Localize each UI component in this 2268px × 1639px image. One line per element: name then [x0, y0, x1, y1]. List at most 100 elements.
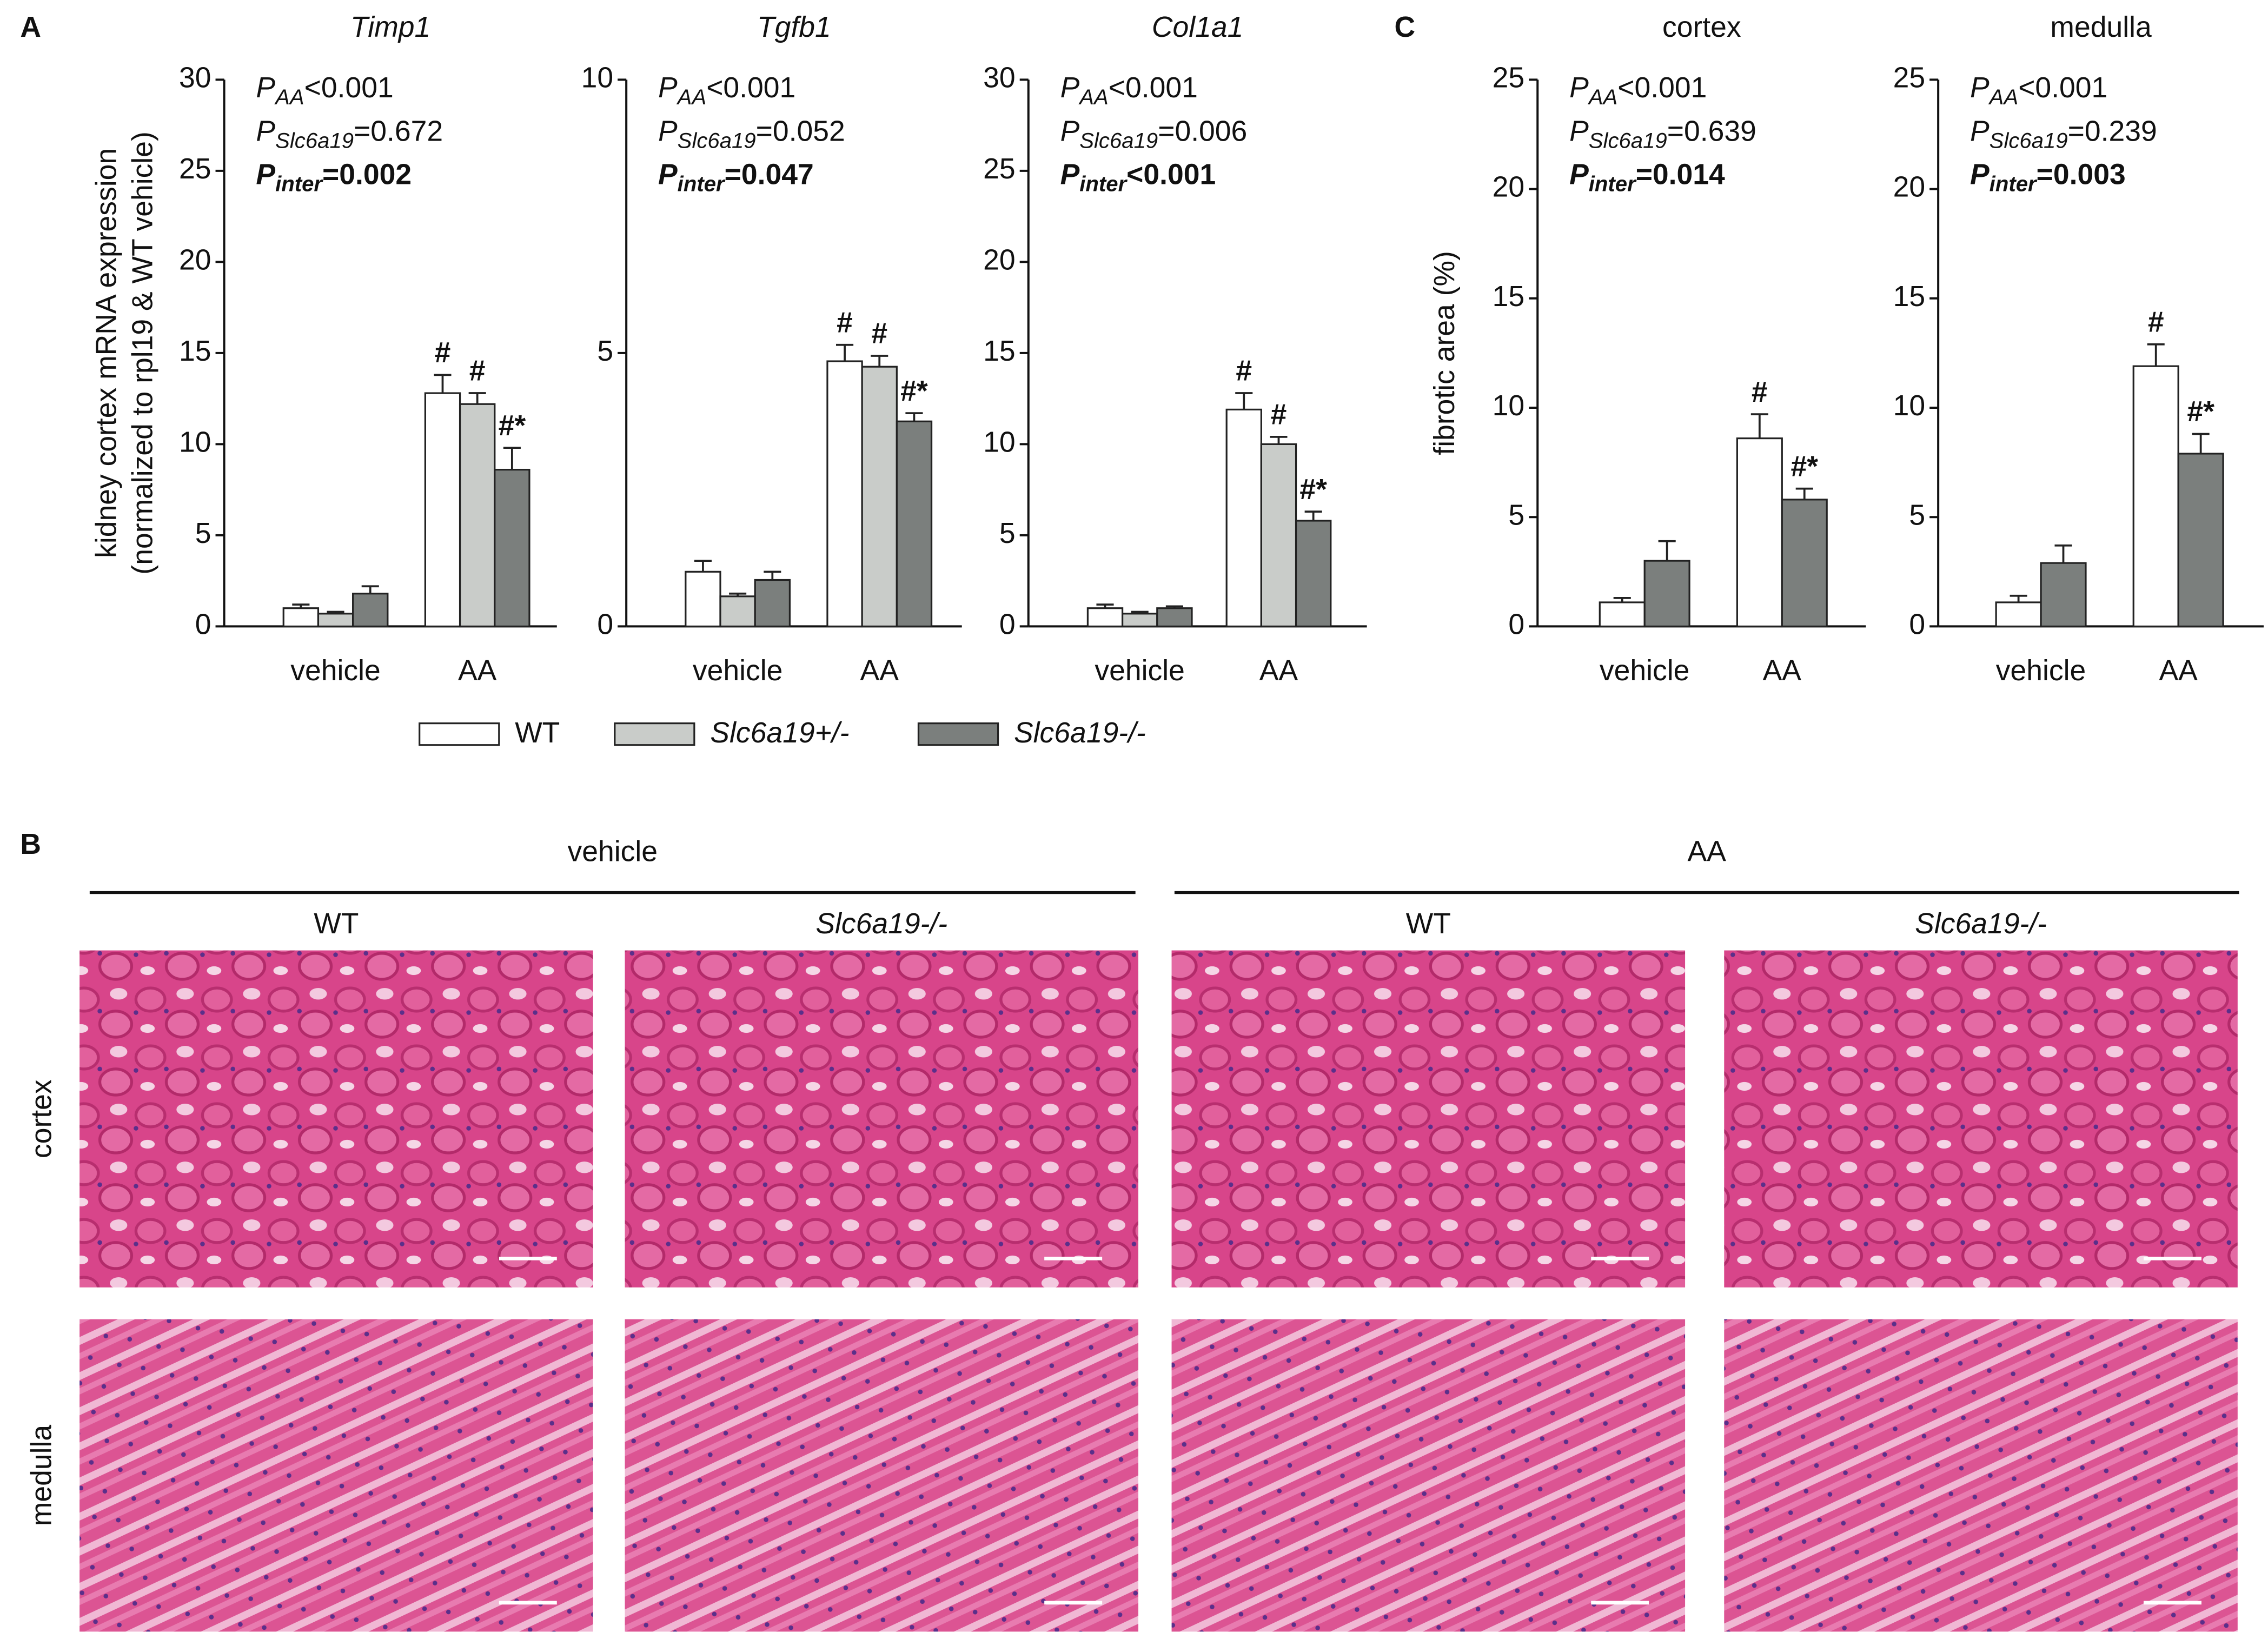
y-tick-label: 25 — [983, 153, 1016, 185]
error-bar — [764, 570, 781, 580]
stat-symbol: P — [658, 159, 678, 191]
legend-label: Slc6a19+/- — [710, 717, 849, 749]
stat-annotation: PAA<0.001 — [1060, 72, 1198, 109]
bar — [282, 607, 320, 628]
error-bar — [1658, 540, 1676, 561]
stat-subscript: inter — [1589, 171, 1637, 196]
significance-marker: # — [1752, 376, 1768, 408]
bar — [754, 579, 791, 628]
significance-marker: #* — [1299, 474, 1327, 506]
error-bar — [2054, 544, 2072, 563]
stat-annotation: PAA<0.001 — [1970, 72, 2107, 109]
chart-title: Tgfb1 — [757, 11, 831, 43]
y-tick-label: 0 — [1508, 609, 1524, 641]
y-tick-label: 10 — [983, 427, 1016, 459]
stat-annotation: PSlc6a19=0.239 — [1970, 115, 2157, 152]
error-bar — [836, 343, 854, 362]
panel-label: C — [1394, 11, 1415, 43]
bar — [2040, 562, 2087, 628]
row-label: cortex — [25, 1079, 57, 1158]
bar — [1260, 443, 1297, 628]
histology-image — [625, 950, 1139, 1288]
y-tick-label: 15 — [1493, 281, 1525, 313]
stat-symbol: P — [1970, 159, 1990, 191]
legend-label: WT — [515, 717, 560, 749]
stat-text: =0.239 — [2068, 115, 2157, 147]
histology-image — [79, 950, 593, 1288]
stat-symbol: P — [1970, 72, 1990, 104]
stat-subscript: inter — [275, 171, 323, 196]
bar — [1225, 408, 1262, 628]
bar — [459, 403, 496, 628]
y-tick-label: 0 — [999, 609, 1016, 641]
stat-text: =0.003 — [2037, 159, 2126, 191]
stat-subscript: AA — [1078, 85, 1109, 109]
y-tick-label: 25 — [1893, 62, 1926, 94]
bar — [494, 468, 530, 628]
error-bar — [1235, 392, 1253, 410]
legend-swatch — [614, 722, 695, 746]
x-tick-label: AA — [1763, 655, 1802, 687]
panel-label: B — [20, 828, 41, 860]
y-axis-label: (normalized to rpl19 & WT vehicle) — [127, 131, 159, 574]
x-tick-label: AA — [860, 655, 899, 687]
group-label: vehicle — [568, 835, 658, 867]
column-label: Slc6a19-/- — [1915, 908, 2047, 940]
error-bar — [1750, 413, 1768, 439]
error-bar — [2010, 594, 2027, 602]
stat-subscript: inter — [1079, 171, 1128, 196]
stat-symbol: P — [256, 115, 275, 147]
stat-annotation: PAA<0.001 — [658, 72, 795, 109]
error-bar — [729, 592, 747, 596]
bar — [1156, 607, 1193, 628]
error-bar — [1613, 596, 1631, 602]
bar — [1121, 613, 1158, 628]
error-bar — [1131, 611, 1149, 614]
x-tick-label: AA — [2159, 655, 2198, 687]
chart-title: Col1a1 — [1152, 11, 1244, 43]
error-bar — [361, 585, 379, 594]
y-tick-label: 15 — [179, 335, 211, 367]
error-bar — [2192, 433, 2210, 454]
stat-symbol: P — [1060, 115, 1080, 147]
stat-annotation: PSlc6a19=0.006 — [1060, 115, 1248, 152]
stat-symbol: P — [658, 72, 678, 104]
y-tick-label: 10 — [581, 62, 614, 94]
stat-subscript: Slc6a19 — [1990, 128, 2068, 152]
stat-annotation: Pinter=0.047 — [658, 159, 814, 196]
stat-subscript: AA — [274, 85, 304, 109]
stat-subscript: Slc6a19 — [678, 128, 756, 152]
stat-symbol: P — [1569, 159, 1589, 191]
significance-marker: # — [469, 355, 486, 387]
error-bar — [292, 603, 310, 608]
significance-marker: #* — [1790, 450, 1818, 482]
error-bar — [1165, 605, 1183, 608]
stat-subscript: Slc6a19 — [275, 128, 354, 152]
y-tick-label: 10 — [1493, 390, 1525, 422]
bar — [352, 593, 389, 628]
histology-image — [625, 1319, 1139, 1632]
y-tick-label: 15 — [1893, 281, 1926, 313]
stat-annotation: PSlc6a19=0.672 — [256, 115, 443, 152]
significance-marker: # — [2148, 306, 2164, 338]
stat-text: <0.001 — [706, 72, 795, 104]
stat-text: =0.006 — [1158, 115, 1247, 147]
stat-text: =0.052 — [756, 115, 845, 147]
y-tick-label: 20 — [1893, 171, 1926, 203]
stat-annotation: PAA<0.001 — [256, 72, 393, 109]
stat-text: <0.001 — [1126, 159, 1216, 191]
stat-symbol: P — [1970, 115, 1990, 147]
bar — [1599, 601, 1646, 628]
bar — [896, 420, 933, 628]
significance-marker: # — [435, 337, 451, 369]
stat-annotation: PSlc6a19=0.639 — [1569, 115, 1756, 152]
error-bar — [2147, 343, 2165, 367]
stat-text: <0.001 — [1617, 72, 1707, 104]
stat-subscript: inter — [1990, 171, 2038, 196]
bar — [1295, 520, 1332, 628]
error-bar — [1304, 510, 1322, 521]
error-bar — [434, 374, 452, 394]
bar — [1643, 560, 1690, 628]
y-tick-label: 5 — [195, 517, 211, 549]
stat-annotation: Pinter=0.002 — [256, 159, 412, 196]
